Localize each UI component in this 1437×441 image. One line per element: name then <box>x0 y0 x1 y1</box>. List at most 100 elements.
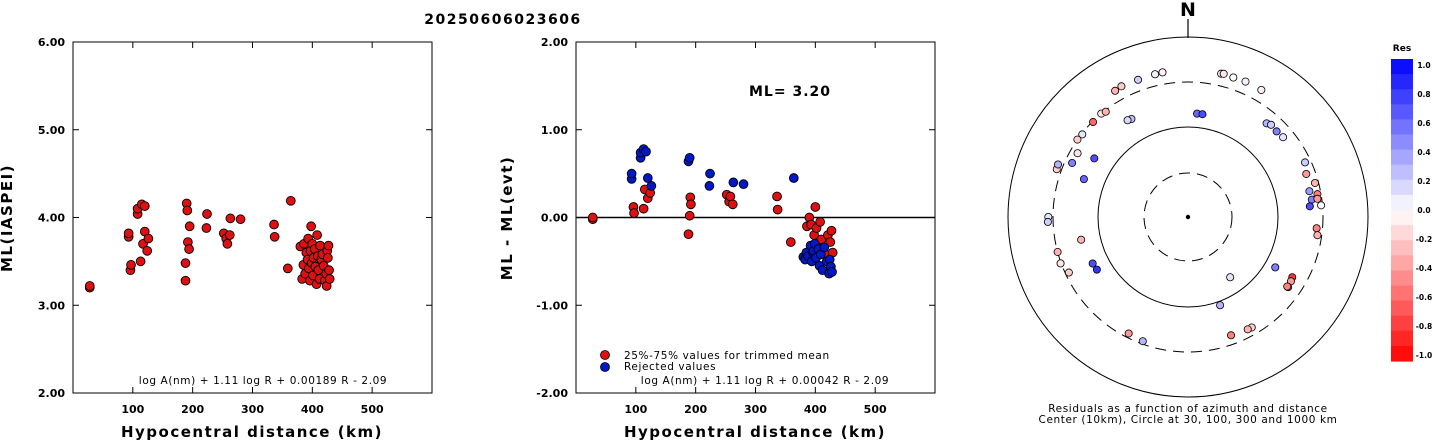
y-tick-label: -2.00 <box>536 387 568 400</box>
blue-data-point <box>788 173 799 183</box>
colorbar-cell <box>1391 194 1413 211</box>
panel1-formula: log A(nm) + 1.11 log R + 0.00189 R - 2.0… <box>139 375 387 387</box>
panel1-x-ticks: 100 200 300 400 500 <box>121 42 384 416</box>
red-data-point <box>324 265 334 276</box>
azimuth-polar-panel: N Residuals as a function of azimuth and… <box>1007 0 1369 426</box>
y-tick-label: 5.00 <box>38 124 65 137</box>
red-data-point <box>324 274 335 284</box>
red-data-point <box>269 231 280 242</box>
red-data-point <box>810 202 821 212</box>
residual-point <box>1227 331 1236 340</box>
polar-caption-line1: Residuals as a function of azimuth and d… <box>1048 403 1328 415</box>
red-data-point <box>184 221 195 232</box>
colorbar-cell <box>1391 119 1413 136</box>
residual-point <box>1279 133 1288 142</box>
colorbar-ticks: 1.0 0.8 0.6 0.4 0.2 0.0 -0.2 -0.4 -0.6 -0.8 -1.0 <box>1416 61 1432 360</box>
blue-data-point <box>704 181 715 191</box>
colorbar-tick-label: 0.4 <box>1417 148 1430 157</box>
blue-data-point <box>827 267 837 277</box>
legend-red-marker <box>600 350 610 360</box>
blue-data-point <box>641 146 651 157</box>
x-tick-label: 100 <box>624 403 647 416</box>
colorbar-cells <box>1391 59 1413 362</box>
red-data-point <box>282 263 293 274</box>
residual-point <box>1043 217 1052 226</box>
y-tick-label: 6.00 <box>38 36 65 49</box>
residual-point <box>1064 268 1073 277</box>
x-tick-label: 400 <box>301 403 324 416</box>
residual-point <box>1073 135 1082 144</box>
residual-point <box>1077 235 1086 244</box>
circle-100km <box>1097 126 1279 308</box>
residual-point <box>1257 85 1266 94</box>
red-data-point <box>180 258 191 268</box>
residual-point <box>1267 120 1276 129</box>
panel2-x-ticks: 100 200 300 400 500 <box>624 42 887 416</box>
colorbar-cell <box>1391 179 1413 196</box>
legend-blue-marker <box>600 362 610 372</box>
polar-points <box>1043 68 1326 346</box>
residual-point <box>1271 263 1280 272</box>
colorbar-cell <box>1391 164 1413 181</box>
y-tick-label: 4.00 <box>38 212 65 225</box>
blue-data-point <box>819 242 830 253</box>
red-data-point <box>638 203 649 214</box>
red-data-point <box>224 230 235 240</box>
y-tick-label: 3.00 <box>38 299 65 312</box>
colorbar-tick-label: 0.6 <box>1417 119 1430 128</box>
residual-point <box>1313 194 1322 203</box>
colorbar-cell <box>1391 345 1413 362</box>
panel2-y-axis-label: ML - ML(evt) <box>498 156 516 280</box>
residual-point <box>1216 301 1225 310</box>
legend-red-label: 25%-75% values for trimmed mean <box>624 350 830 362</box>
red-data-point <box>184 244 194 254</box>
residual-point <box>1079 175 1088 184</box>
x-tick-label: 200 <box>684 403 707 416</box>
circle-1000km <box>1007 36 1369 398</box>
residual-point <box>1151 70 1160 79</box>
north-label: N <box>1180 0 1196 21</box>
y-tick-label: 2.00 <box>38 387 65 400</box>
x-tick-label: 500 <box>864 403 887 416</box>
red-data-point <box>143 233 154 244</box>
y-tick-label: -1.00 <box>536 299 568 312</box>
blue-data-point <box>738 179 749 190</box>
colorbar-tick-label: -0.2 <box>1416 235 1432 244</box>
residual-point <box>1088 259 1097 268</box>
red-data-point <box>785 237 796 247</box>
figure-title: 20250606023606 <box>424 12 581 28</box>
residual-point <box>1301 158 1310 167</box>
residual-distance-panel: -2.00 -1.00 0.00 1.00 2.00 100 200 300 400 500 M… <box>498 36 936 441</box>
colorbar-cell <box>1391 300 1413 317</box>
colorbar-cell <box>1391 74 1413 90</box>
blue-data-point <box>728 177 739 188</box>
red-data-point <box>269 219 279 230</box>
colorbar-cell <box>1391 104 1413 120</box>
colorbar-cell <box>1391 270 1413 287</box>
panel2-x-axis-label: Hypocentral distance (km) <box>624 423 886 441</box>
red-data-point <box>135 256 146 267</box>
panel2-formula: log A(nm) + 1.11 log R + 0.00042 R - 2.0… <box>641 375 889 387</box>
legend-blue-label: Rejected values <box>624 361 716 373</box>
red-data-point <box>201 223 212 233</box>
blue-data-point <box>626 168 637 179</box>
residual-point <box>1243 325 1252 334</box>
residual-point <box>1053 247 1062 256</box>
ml-event-label: ML= 3.20 <box>749 84 831 100</box>
y-tick-label: 2.00 <box>541 36 568 49</box>
red-data-point <box>312 230 322 240</box>
red-data-point <box>222 238 233 249</box>
blue-data-point <box>705 168 715 179</box>
panel1-y-axis-label: ML(IASPEI) <box>0 164 16 272</box>
x-tick-label: 300 <box>241 403 264 416</box>
residual-point <box>1313 231 1322 240</box>
red-data-point <box>142 245 153 256</box>
x-tick-label: 100 <box>121 403 144 416</box>
residual-point <box>1117 82 1126 91</box>
red-data-point <box>202 209 212 219</box>
panel1-points <box>84 195 335 293</box>
residual-point <box>1134 75 1143 84</box>
residual-point <box>1312 224 1321 233</box>
colorbar-tick-label: -0.4 <box>1416 264 1432 273</box>
residual-point <box>1111 86 1120 95</box>
